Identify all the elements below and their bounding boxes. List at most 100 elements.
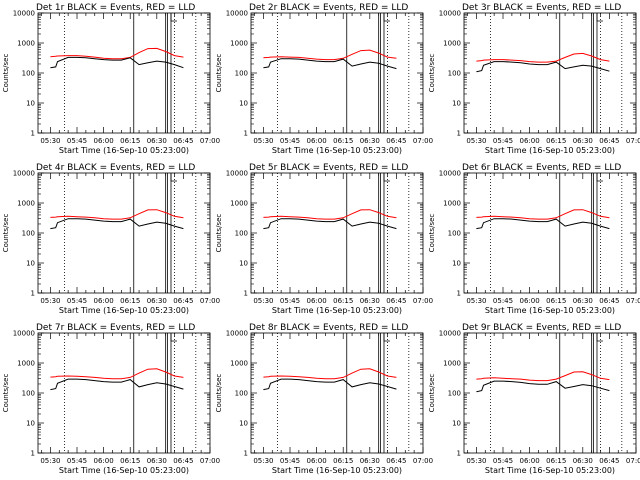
x-tick-label: 06:15	[120, 297, 140, 305]
lld-series-line	[50, 209, 184, 220]
plot-frame	[250, 172, 424, 294]
y-tick-label: 1000	[230, 200, 248, 208]
x-tick-label: 06:15	[333, 457, 353, 465]
y-tick-label: 10000	[226, 170, 248, 178]
x-tick-label: 06:30	[573, 457, 593, 465]
x-tick-label: 05:30	[40, 457, 60, 465]
x-tick-label: 06:30	[573, 137, 593, 145]
events-series-line	[263, 218, 397, 230]
y-tick-label: 1	[31, 450, 35, 458]
chart-panel-9: Det 9r BLACK = Events, RED = LLD Counts/s…	[428, 323, 640, 475]
x-tick-label: 06:15	[120, 457, 140, 465]
y-tick-label: 1	[244, 450, 248, 458]
x-axis-label: Start Time (16-Sep-10 05:23:00)	[59, 466, 189, 475]
chart-title: Det 8r BLACK = Events, RED = LLD	[249, 323, 408, 333]
y-tick-label: 1000	[17, 40, 35, 48]
x-tick-label: 05:30	[253, 457, 273, 465]
y-tick-label: 10	[452, 260, 461, 268]
lld-series-line	[50, 47, 184, 60]
x-axis-label: Start Time (16-Sep-10 05:23:00)	[485, 466, 615, 475]
x-tick-label: 07:00	[626, 297, 640, 305]
y-tick-label: 10	[239, 100, 248, 108]
y-tick-label: 1	[457, 450, 461, 458]
x-tick-label: 07:00	[626, 457, 640, 465]
y-axis-label: Counts/sec	[2, 214, 10, 253]
events-series-line	[476, 380, 610, 393]
y-tick-label: 1	[244, 130, 248, 138]
events-series-line	[50, 218, 184, 230]
x-axis-label: Start Time (16-Sep-10 05:23:00)	[59, 146, 189, 155]
y-tick-label: 10000	[226, 330, 248, 338]
x-tick-label: 06:30	[147, 137, 167, 145]
x-tick-label: 06:15	[333, 297, 353, 305]
plot-frame	[250, 12, 424, 134]
y-tick-label: 10	[239, 420, 248, 428]
y-tick-label: 100	[448, 230, 461, 238]
chart-panel-1: Det 1r BLACK = Events, RED = LLD Counts/s…	[2, 3, 220, 155]
x-tick-label: 06:45	[599, 457, 619, 465]
x-tick-label: 07:00	[200, 297, 220, 305]
x-axis-label: Start Time (16-Sep-10 05:23:00)	[59, 306, 189, 315]
marker-flag	[170, 333, 177, 342]
x-tick-label: 06:00	[94, 137, 114, 145]
events-series-line	[50, 378, 184, 391]
chart-title: Det 2r BLACK = Events, RED = LLD	[249, 3, 408, 13]
x-tick-label: 05:30	[253, 297, 273, 305]
y-tick-label: 1	[457, 290, 461, 298]
x-tick-label: 06:00	[307, 297, 327, 305]
x-tick-label: 06:00	[307, 457, 327, 465]
plot-frame	[37, 332, 211, 454]
x-tick-label: 06:15	[546, 297, 566, 305]
x-tick-label: 07:00	[413, 297, 433, 305]
x-tick-label: 06:30	[147, 297, 167, 305]
events-series-line	[50, 56, 184, 69]
x-tick-label: 07:00	[413, 457, 433, 465]
y-axis-label: Counts/sec	[428, 374, 436, 413]
x-tick-label: 06:45	[173, 137, 193, 145]
chart-panel-5: Det 5r BLACK = Events, RED = LLD Counts/s…	[215, 163, 433, 315]
x-tick-label: 05:30	[40, 137, 60, 145]
x-tick-label: 06:00	[94, 297, 114, 305]
x-tick-label: 06:00	[307, 137, 327, 145]
x-tick-label: 05:30	[466, 457, 486, 465]
plot-frame	[250, 332, 424, 454]
x-tick-label: 07:00	[200, 137, 220, 145]
x-tick-label: 06:45	[386, 457, 406, 465]
x-tick-label: 05:45	[280, 457, 300, 465]
plot-frame	[463, 172, 637, 294]
x-tick-label: 05:45	[67, 457, 87, 465]
x-tick-label: 06:00	[520, 457, 540, 465]
y-tick-label: 10	[452, 420, 461, 428]
y-tick-label: 10000	[439, 10, 461, 18]
lld-series-line	[263, 49, 397, 61]
plot-frame	[463, 12, 637, 134]
x-tick-label: 05:45	[67, 137, 87, 145]
plot-frame	[37, 172, 211, 294]
y-tick-label: 100	[22, 390, 35, 398]
y-tick-label: 1000	[230, 360, 248, 368]
lld-series-line	[476, 371, 610, 382]
y-tick-label: 10000	[13, 330, 35, 338]
y-axis-label: Counts/sec	[2, 54, 10, 93]
y-tick-label: 1	[244, 290, 248, 298]
marker-flag	[596, 13, 603, 22]
y-tick-label: 10000	[13, 170, 35, 178]
chart-panel-7: Det 7r BLACK = Events, RED = LLD Counts/s…	[2, 323, 220, 475]
lld-series-line	[476, 52, 610, 63]
y-tick-label: 1000	[17, 200, 35, 208]
plot-frame	[37, 12, 211, 134]
y-tick-label: 100	[235, 390, 248, 398]
y-axis-label: Counts/sec	[215, 54, 223, 93]
y-tick-label: 100	[448, 390, 461, 398]
events-series-line	[263, 58, 397, 70]
x-tick-label: 05:45	[493, 137, 513, 145]
x-tick-label: 06:00	[520, 297, 540, 305]
y-axis-label: Counts/sec	[428, 214, 436, 253]
chart-panel-4: Det 4r BLACK = Events, RED = LLD Counts/s…	[2, 163, 220, 315]
x-tick-label: 05:45	[493, 457, 513, 465]
x-tick-label: 05:30	[253, 137, 273, 145]
x-tick-label: 07:00	[413, 137, 433, 145]
y-tick-label: 10	[26, 100, 35, 108]
chart-title: Det 4r BLACK = Events, RED = LLD	[36, 163, 195, 173]
